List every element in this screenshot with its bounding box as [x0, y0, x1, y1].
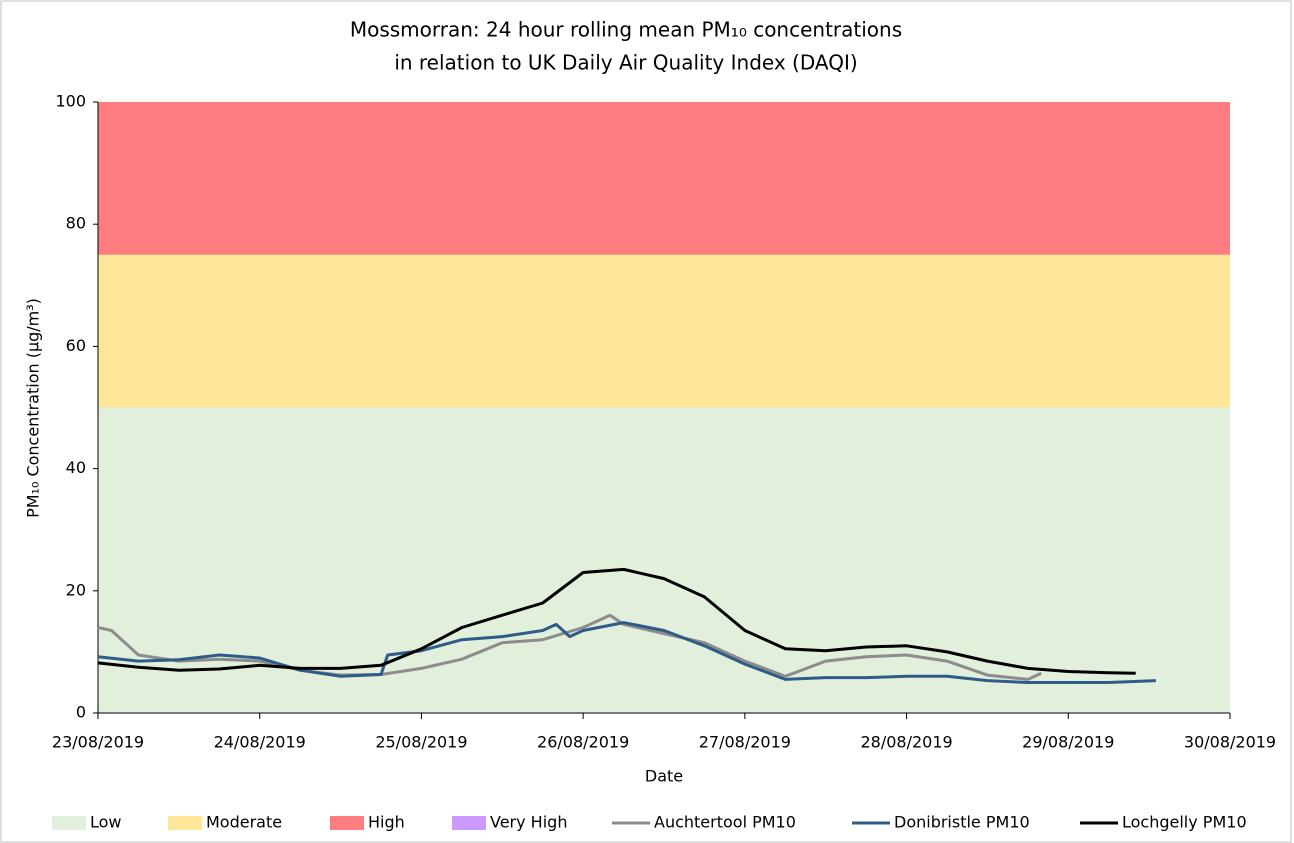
y-tick-label: 80: [66, 214, 86, 233]
legend-label: Moderate: [206, 813, 282, 832]
series-line: [97, 567, 1136, 675]
y-axis-label: PM₁₀ Concentration (µg/m³): [24, 298, 43, 518]
legend-label: High: [368, 813, 405, 832]
chart-title: in relation to UK Daily Air Quality Inde…: [394, 51, 857, 75]
x-tick-label: 29/08/2019: [1022, 733, 1114, 752]
band: [98, 102, 1230, 255]
x-tick-label: 30/08/2019: [1184, 733, 1276, 752]
y-tick-label: 20: [66, 580, 86, 599]
legend-label: Low: [90, 813, 122, 832]
legend-label: Auchtertool PM10: [654, 813, 796, 832]
legend-label: Lochgelly PM10: [1122, 813, 1247, 832]
series-line: [97, 613, 1042, 681]
legend-label: Very High: [490, 813, 567, 832]
x-axis-label: Date: [645, 767, 683, 786]
legend-swatch: [452, 816, 486, 830]
chart-title: Mossmorran: 24 hour rolling mean PM₁₀ co…: [350, 18, 902, 42]
y-tick-label: 0: [76, 703, 86, 722]
x-tick-label: 26/08/2019: [537, 733, 629, 752]
x-tick-label: 23/08/2019: [52, 733, 144, 752]
y-tick-label: 60: [66, 336, 86, 355]
legend-swatch: [52, 816, 86, 830]
x-tick-label: 25/08/2019: [375, 733, 467, 752]
x-tick-label: 27/08/2019: [699, 733, 791, 752]
y-tick-label: 100: [55, 92, 86, 111]
band: [98, 254, 1230, 408]
y-tick-label: 40: [66, 458, 86, 477]
legend-label: Donibristle PM10: [894, 813, 1030, 832]
legend-swatch: [168, 816, 202, 830]
x-tick-label: 24/08/2019: [214, 733, 306, 752]
legend-swatch: [330, 816, 364, 830]
x-tick-label: 28/08/2019: [860, 733, 952, 752]
band: [98, 407, 1230, 713]
